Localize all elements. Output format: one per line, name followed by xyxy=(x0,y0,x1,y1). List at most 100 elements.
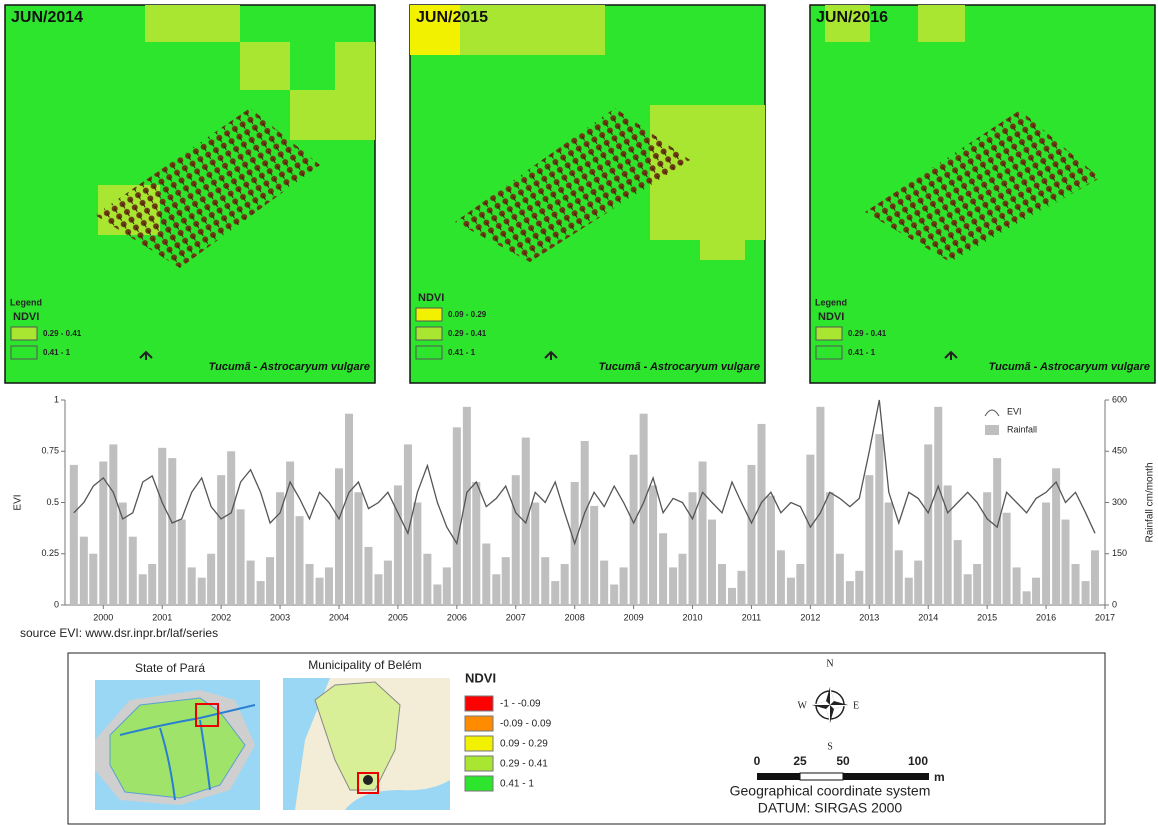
state xyxy=(109,697,246,799)
ndvi-cell xyxy=(825,5,870,42)
rainfall-bar xyxy=(324,567,333,605)
rainfall-bar xyxy=(1042,502,1051,605)
rainfall-bar xyxy=(492,574,501,605)
rainfall-bar xyxy=(472,482,481,605)
rainfall-bar xyxy=(698,461,707,605)
x-tick-label: 2000 xyxy=(93,612,113,622)
rainfall-bar xyxy=(99,461,108,605)
legend-label: EVI xyxy=(1007,406,1022,416)
state-title: State of Pará xyxy=(135,661,205,675)
species: Tucumã - Astrocaryum vulgare xyxy=(989,361,1150,373)
class-swatch xyxy=(464,775,494,792)
x-tick-label: 2005 xyxy=(388,612,408,622)
scale-label: 25 xyxy=(793,754,807,768)
scale-label: 0 xyxy=(754,754,761,768)
rainfall-bar xyxy=(452,427,461,605)
ndvi-cell xyxy=(240,42,290,90)
legend-swatch xyxy=(984,409,1000,417)
palm-icon xyxy=(944,350,958,360)
x-tick-label: 2014 xyxy=(918,612,938,622)
rainfall-bar xyxy=(138,574,147,605)
scale-bar xyxy=(757,772,929,781)
scale-labels: 0 25 50 100 xyxy=(754,754,929,768)
rainfall-bar xyxy=(541,557,550,605)
rainfall-bar xyxy=(286,461,295,605)
class-swatch xyxy=(464,735,494,752)
rainfall-bar xyxy=(1012,567,1021,605)
legend-swatch xyxy=(415,345,443,360)
map-title: JUN/2015 xyxy=(416,9,488,26)
y-axis-label: EVI xyxy=(13,494,24,510)
ndvi-cell xyxy=(145,5,240,42)
chart: 0 0.25 0.5 0.75 1 0 150 300 450 600 2000 2001 2002 20… xyxy=(13,394,1156,622)
rainfall-bar xyxy=(413,502,422,605)
source: source EVI: www.dsr.inpr.br/laf/series xyxy=(20,626,218,640)
compass-w: W xyxy=(798,700,808,711)
legend-swatch xyxy=(815,345,843,360)
locator xyxy=(357,772,379,794)
y-tick-label: 0.75 xyxy=(41,446,59,456)
ndvi-cell xyxy=(290,90,375,140)
rainfall-bar xyxy=(197,577,206,605)
class-label: 0.09 - 0.29 xyxy=(500,739,548,750)
x-tick-label: 2012 xyxy=(800,612,820,622)
legend-label: 0.29 - 0.41 xyxy=(43,329,82,338)
rainfall-bar xyxy=(796,564,805,605)
y-tick-label: 0.25 xyxy=(41,548,59,558)
rainfall-bar xyxy=(865,475,874,605)
x-tick-label: 2015 xyxy=(977,612,997,622)
rainfall-bar xyxy=(560,564,569,605)
rainfall-bar xyxy=(393,485,402,605)
rainfall-bar xyxy=(345,413,354,605)
legend-label: Rainfall xyxy=(1007,424,1037,434)
legend-heading: Legend xyxy=(10,297,42,307)
legend-label: 0.29 - 0.41 xyxy=(848,329,887,338)
x-tick-label: 2002 xyxy=(211,612,231,622)
x-tick-label: 2017 xyxy=(1095,612,1115,622)
legend-title: NDVI xyxy=(13,311,39,323)
crs: Geographical coordinate system xyxy=(730,783,931,799)
rainfall-bar xyxy=(786,577,795,605)
rainfall-bar xyxy=(158,447,167,605)
rainfall-bar xyxy=(305,564,314,605)
legend-swatch xyxy=(10,326,38,341)
class-swatch xyxy=(464,755,494,772)
x-tick-label: 2008 xyxy=(565,612,585,622)
legend-title: NDVI xyxy=(418,292,444,304)
species: Tucumã - Astrocaryum vulgare xyxy=(209,361,370,373)
x-tick-label: 2016 xyxy=(1036,612,1056,622)
y-tick-label: 1 xyxy=(54,394,59,404)
rainfall-bar xyxy=(639,413,648,605)
rainfall-bar xyxy=(69,464,78,605)
rainfall-bar xyxy=(943,485,952,605)
rainfall-bar xyxy=(334,468,344,605)
rainfall-bar xyxy=(501,557,510,605)
rainfall-bar xyxy=(816,406,825,605)
rainfall-bar xyxy=(442,567,451,605)
rainfall-bar xyxy=(678,553,687,605)
rainfall-bar xyxy=(619,567,628,605)
legend-swatch xyxy=(985,425,999,435)
evi-line xyxy=(73,399,1096,546)
rainfall-bar xyxy=(364,546,373,605)
legend-heading: Legend xyxy=(815,297,847,307)
x-tick-label: 2010 xyxy=(683,612,703,622)
y2-tick-label: 450 xyxy=(1112,446,1127,456)
rainfall-bar xyxy=(610,584,619,605)
rainfall-bar xyxy=(1081,581,1090,605)
rainfall-bar xyxy=(953,540,962,605)
rainfall-bar xyxy=(295,516,304,605)
palm-icon xyxy=(544,350,558,360)
rainfall-bar xyxy=(187,567,196,605)
rainfall-bar xyxy=(177,519,186,605)
rainfall-bar xyxy=(1052,468,1061,605)
rainfall-bar xyxy=(148,564,157,605)
x-tick-label: 2013 xyxy=(859,612,879,622)
rainfall-bar xyxy=(236,509,245,605)
rainfall-bar xyxy=(669,567,678,605)
compass-n: N xyxy=(826,658,833,669)
rainfall-bar xyxy=(423,553,432,605)
ndvi-title: NDVI xyxy=(465,670,496,685)
x-tick-label: 2007 xyxy=(506,612,526,622)
rainfall-bar xyxy=(580,441,589,605)
